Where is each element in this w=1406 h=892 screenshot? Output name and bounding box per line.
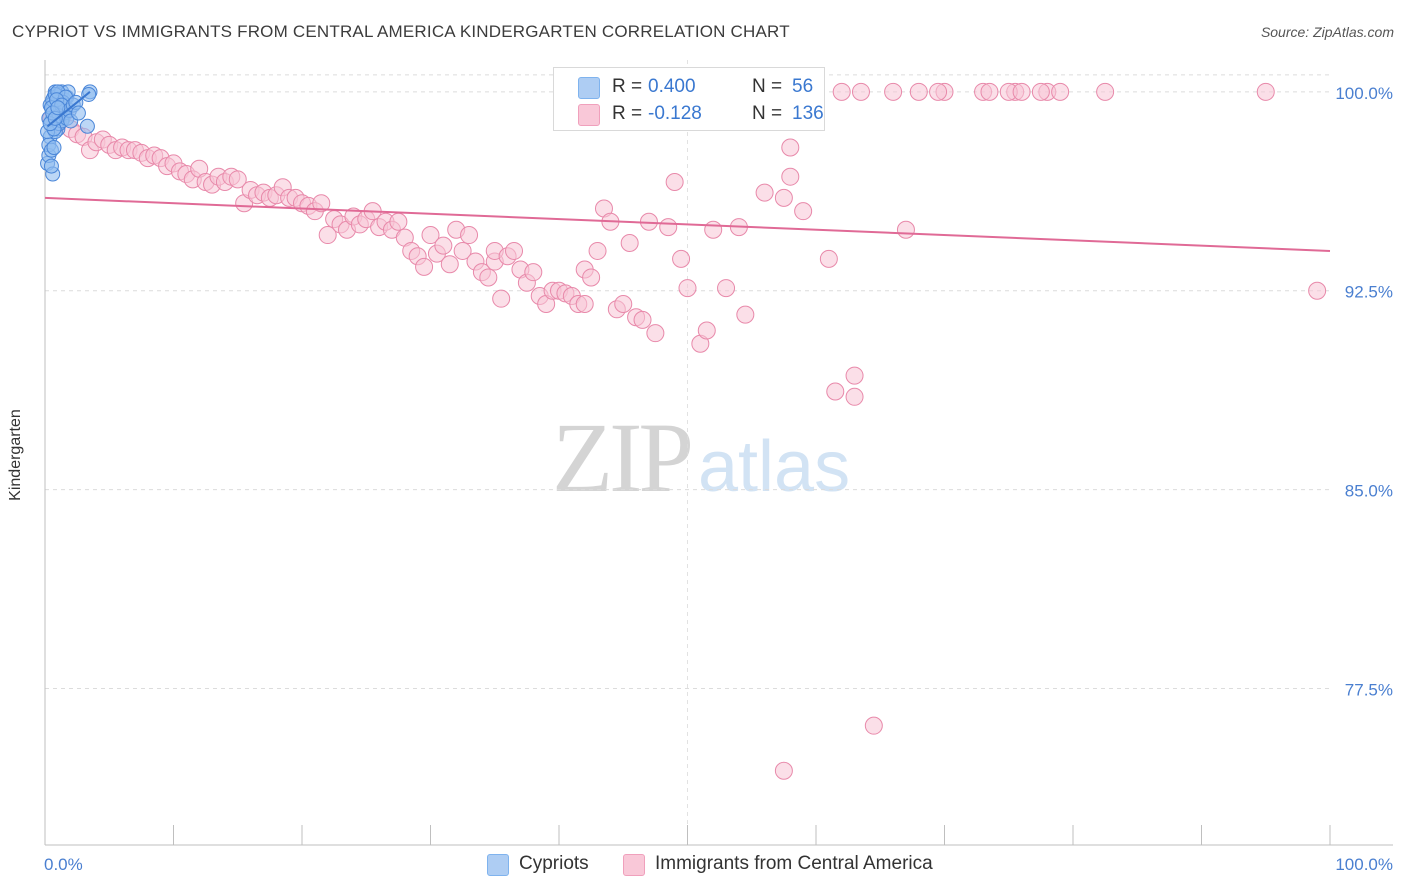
- immigrants-point: [505, 241, 524, 260]
- immigrants-point: [755, 183, 774, 202]
- immigrants-point: [415, 257, 434, 276]
- cypriots-point: [50, 100, 66, 116]
- immigrants-point: [832, 82, 851, 101]
- immigrants-point: [781, 167, 800, 186]
- immigrants-point: [620, 233, 639, 252]
- stats-swatch-immigrants: [578, 104, 600, 126]
- immigrants-point: [312, 194, 331, 213]
- stats-r-value: -0.128: [648, 103, 702, 124]
- immigrants-point: [582, 268, 601, 287]
- source-credit: Source: ZipAtlas.com: [1260, 24, 1394, 40]
- immigrants-point: [826, 382, 845, 401]
- immigrants-point: [440, 255, 459, 274]
- immigrants-point: [1051, 82, 1070, 101]
- immigrants-point: [845, 366, 864, 385]
- immigrants-point: [1308, 281, 1327, 300]
- chart-title: CYPRIOT VS IMMIGRANTS FROM CENTRAL AMERI…: [12, 22, 790, 41]
- immigrants-point: [717, 279, 736, 298]
- stats-r-label: R =: [612, 76, 643, 97]
- cypriots-point: [46, 140, 62, 156]
- stats-box: R = 0.400 N = 56 R = -0.128 N = 136: [553, 67, 825, 131]
- immigrants-point: [318, 226, 337, 245]
- immigrants-point: [781, 138, 800, 157]
- immigrants-point: [774, 188, 793, 207]
- stats-r-value: 0.400: [648, 76, 696, 97]
- immigrants-point: [678, 279, 697, 298]
- immigrants-point: [697, 321, 716, 340]
- immigrants-point: [421, 226, 440, 245]
- cypriots-point: [70, 105, 86, 121]
- immigrants-point: [1012, 82, 1031, 101]
- immigrants-point: [228, 170, 247, 189]
- immigrants-point: [659, 218, 678, 237]
- stats-n-label: N =: [752, 76, 783, 97]
- immigrants-point: [704, 220, 723, 239]
- y-tick-label: 100.0%: [1335, 84, 1393, 103]
- legend-swatch-immigrants: [623, 854, 645, 876]
- legend-swatch-cypriots: [487, 854, 509, 876]
- legend-label-cypriots: Cypriots: [519, 853, 589, 874]
- tick-label-layer: 100.0% 92.5% 85.0% 77.5% 0.0% 100.0%: [44, 84, 1393, 874]
- y-tick-label: 85.0%: [1345, 482, 1393, 501]
- immigrants-point: [864, 716, 883, 735]
- cypriots-trend-line: [46, 91, 91, 128]
- immigrants-point: [851, 82, 870, 101]
- axis-layer: [44, 60, 1393, 846]
- immigrants-point: [479, 268, 498, 287]
- immigrants-point: [453, 241, 472, 260]
- immigrants-point: [909, 82, 928, 101]
- immigrants-point: [460, 226, 479, 245]
- trend-layer: [44, 91, 1331, 252]
- immigrants-point: [646, 324, 665, 343]
- stats-n-value: 56: [792, 76, 814, 97]
- immigrants-point: [794, 202, 813, 221]
- cypriots-point: [79, 118, 95, 134]
- immigrants-trend-line: [44, 196, 1331, 252]
- immigrants-point: [736, 305, 755, 324]
- y-axis-label: Kindergarten: [7, 409, 24, 501]
- immigrants-point: [845, 387, 864, 406]
- x-tick-label: 0.0%: [44, 855, 83, 874]
- stats-swatch-cypriots: [578, 77, 600, 99]
- immigrants-point: [896, 220, 915, 239]
- legend-label-immigrants: Immigrants from Central America: [655, 853, 933, 874]
- immigrants-point: [819, 249, 838, 268]
- immigrants-point: [614, 294, 633, 313]
- immigrants-points: [42, 82, 1327, 780]
- immigrants-point: [633, 310, 652, 329]
- y-tick-label: 92.5%: [1345, 283, 1393, 302]
- immigrants-point: [1031, 82, 1050, 101]
- immigrants-point: [774, 761, 793, 780]
- immigrants-point: [884, 82, 903, 101]
- immigrants-point: [1256, 82, 1275, 101]
- stats-n-value: 136: [792, 103, 824, 124]
- x-tick-label: 100.0%: [1335, 855, 1393, 874]
- immigrants-point: [492, 289, 511, 308]
- cypriots-point: [81, 86, 97, 102]
- immigrants-point: [524, 263, 543, 282]
- immigrants-point: [434, 236, 453, 255]
- immigrants-point: [672, 249, 691, 268]
- immigrants-point: [980, 82, 999, 101]
- stats-n-label: N =: [752, 103, 783, 124]
- immigrants-point: [929, 82, 948, 101]
- y-tick-label: 77.5%: [1345, 681, 1393, 700]
- immigrants-point: [389, 212, 408, 231]
- stats-r-label: R =: [612, 103, 643, 124]
- immigrants-point: [588, 241, 607, 260]
- immigrants-point: [575, 294, 594, 313]
- immigrants-point: [665, 172, 684, 191]
- legend: Cypriots Immigrants from Central America: [0, 852, 1406, 878]
- immigrants-point: [1096, 82, 1115, 101]
- cypriots-point: [43, 158, 59, 174]
